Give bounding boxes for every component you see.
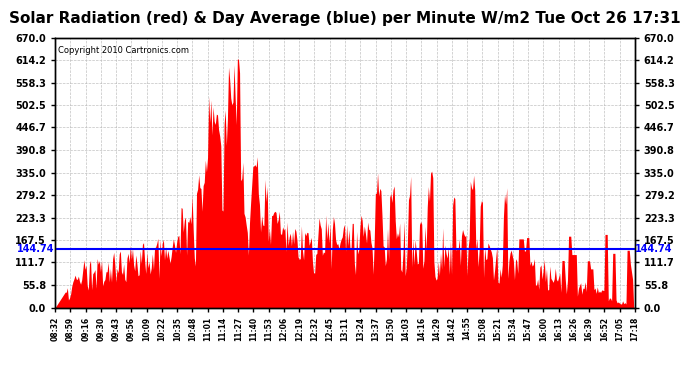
Text: Copyright 2010 Cartronics.com: Copyright 2010 Cartronics.com <box>58 46 189 55</box>
Text: 144.74: 144.74 <box>17 244 55 254</box>
Text: 144.74: 144.74 <box>635 244 673 254</box>
Text: Solar Radiation (red) & Day Average (blue) per Minute W/m2 Tue Oct 26 17:31: Solar Radiation (red) & Day Average (blu… <box>9 11 681 26</box>
